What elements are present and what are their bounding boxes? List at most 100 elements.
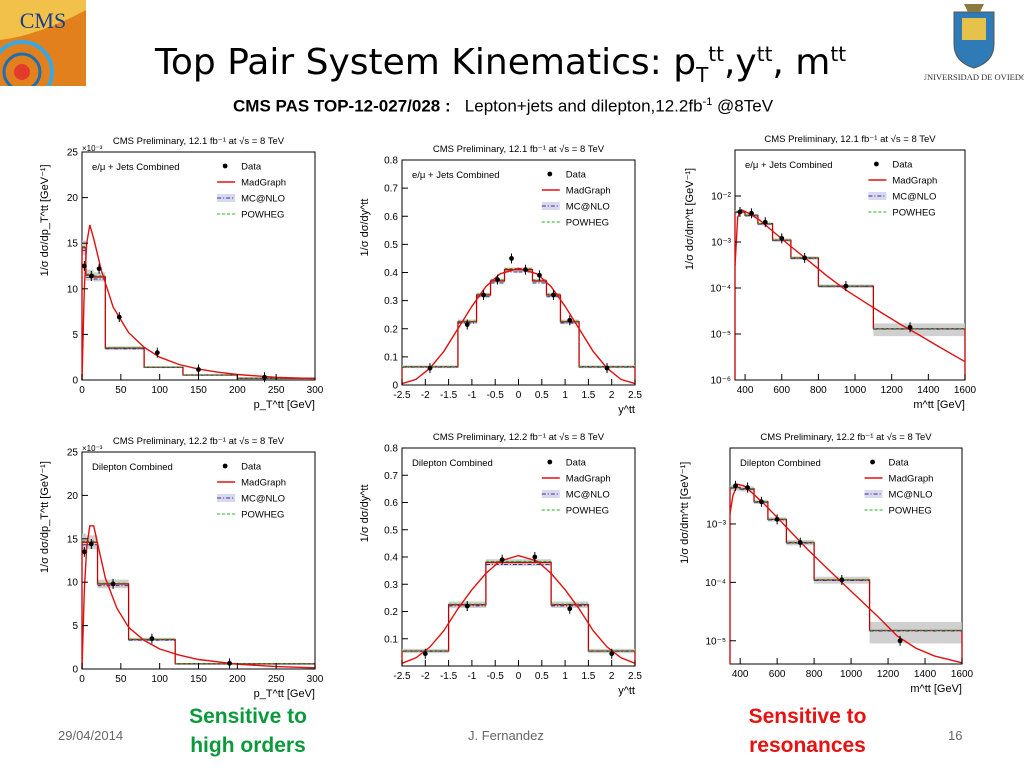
data-point [907, 324, 913, 330]
y-tick-label: 25 [67, 448, 79, 459]
chart-header: CMS Preliminary, 12.1 fb⁻¹ at √s = 8 TeV [113, 136, 285, 147]
legend-label-data: Data [241, 162, 262, 173]
y-tick-label: 20 [67, 491, 79, 502]
x-tick-label: 200 [229, 674, 246, 685]
data-point [422, 651, 428, 657]
legend-label-powheg: POWHEG [241, 210, 284, 221]
legend-label-powheg: POWHEG [566, 506, 609, 517]
chart-mtt-dilep: CMS Preliminary, 12.2 fb⁻¹ at √s = 8 TeV… [675, 432, 980, 700]
x-tick-label: 400 [732, 669, 749, 680]
legend-label-data: Data [892, 160, 913, 171]
y-tick-label: 25 [67, 148, 79, 159]
x-tick-label: -2.5 [393, 390, 411, 401]
data-point [604, 365, 610, 371]
legend-label-data: Data [889, 458, 910, 469]
x-tick-label: 1 [562, 390, 568, 401]
x-tick-label: 0 [516, 671, 522, 682]
x-tick-label: 400 [737, 385, 754, 396]
data-point [427, 365, 433, 371]
y-tick-label: 10⁻⁵ [705, 636, 726, 647]
x-tick-label: 1400 [914, 669, 937, 680]
plot-frame [81, 151, 316, 381]
data-point [149, 636, 155, 642]
x-tick-label: 1000 [844, 385, 867, 396]
data-point [495, 277, 500, 282]
data-point [96, 266, 102, 272]
data-point [733, 483, 738, 489]
chart-header: CMS Preliminary, 12.2 fb⁻¹ at √s = 8 TeV [433, 432, 605, 443]
y-tick-label: 10 [67, 284, 79, 295]
x-tick-label: 1 [562, 671, 568, 682]
cms-logo-text: CMS [20, 8, 66, 33]
y-axis-label: 1/σ dσ/dp_T^tt [GeV⁻¹] [39, 461, 51, 573]
plot-frame [734, 149, 966, 381]
data-point [464, 322, 470, 327]
page-subtitle: CMS PAS TOP-12-027/028 : Lepton+jets and… [233, 96, 774, 116]
note-high-orders: Sensitive to high orders [189, 705, 307, 757]
x-tick-label: 300 [307, 674, 324, 685]
data-point [509, 256, 514, 261]
x-axis-label: m^tt [GeV] [910, 683, 962, 695]
x-tick-label: 2.5 [628, 671, 642, 682]
legend-label-data: Data [566, 170, 587, 181]
x-tick-label: 0 [79, 674, 85, 685]
legend-label-data: Data [566, 458, 587, 469]
legend-band-mcatnlo [541, 490, 560, 498]
y-tick-label: 0.8 [384, 444, 398, 455]
data-point [745, 485, 750, 490]
data-point [537, 272, 542, 278]
x-axis-label: y^tt [618, 404, 635, 416]
data-point [897, 638, 903, 644]
data-point [779, 235, 785, 241]
x-tick-label: 1400 [917, 385, 940, 396]
data-point [523, 267, 528, 273]
x-tick-label: 0.5 [535, 671, 549, 682]
data-point [481, 292, 486, 298]
legend-label-powheg: POWHEG [241, 510, 284, 521]
y-axis-label: 1/σ dσ/dm^tt [GeV⁻¹] [684, 168, 696, 270]
x-tick-label: -0.5 [487, 390, 505, 401]
y-tick-label: 15 [67, 239, 79, 250]
y-axis-label: 1/σ dσ/dm^tt [GeV⁻¹] [679, 462, 691, 564]
x-tick-label: 1.5 [581, 671, 595, 682]
chart-header: CMS Preliminary, 12.2 fb⁻¹ at √s = 8 TeV [760, 432, 932, 443]
x-tick-label: 1.5 [581, 390, 595, 401]
data-point [499, 557, 505, 563]
x-tick-label: 250 [268, 674, 285, 685]
data-point [116, 314, 122, 320]
y-tick-label: 10⁻⁶ [710, 376, 731, 387]
x-tick-label: -1.5 [440, 390, 458, 401]
y-tick-label: 0.6 [384, 212, 398, 223]
x-tick-label: -2 [421, 671, 430, 682]
legend-marker-data [222, 463, 228, 469]
chart-mtt-ljets: CMS Preliminary, 12.1 fb⁻¹ at √s = 8 TeV… [675, 128, 980, 418]
x-tick-label: 1200 [877, 669, 900, 680]
y-axis-label: 1/σ dσ/dp_T^tt [GeV⁻¹] [39, 164, 51, 276]
legend-label-powheg: POWHEG [892, 208, 935, 219]
x-tick-label: -1 [467, 671, 476, 682]
data-point [567, 317, 573, 323]
x-axis-label: p_T^tt [GeV] [254, 688, 315, 700]
y-tick-label: 10⁻⁴ [705, 578, 726, 589]
y-tick-label: 0 [392, 381, 398, 392]
data-point [532, 554, 538, 560]
legend-label-mcatnlo: MC@NLO [889, 490, 933, 501]
x-axis-label: p_T^tt [GeV] [254, 399, 315, 411]
x-tick-label: -1 [467, 390, 476, 401]
y-tick-label: 10 [67, 578, 79, 589]
y-exponent: ×10⁻³ [82, 444, 103, 453]
data-point [110, 581, 116, 587]
university-logo: UNIVERSIDAD DE OVIEDO [921, 4, 1024, 84]
data-point [81, 549, 87, 555]
x-tick-label: 100 [151, 385, 168, 396]
legend-label-mcatnlo: MC@NLO [241, 494, 285, 505]
legend-label-mcatnlo: MC@NLO [892, 192, 936, 203]
y-tick-label: 0 [72, 376, 78, 387]
data-point [839, 577, 845, 583]
x-tick-label: -2.5 [393, 671, 411, 682]
y-tick-label: 10⁻⁵ [710, 330, 731, 341]
legend-label-powheg: POWHEG [566, 218, 609, 229]
footer-date: 29/04/2014 [58, 728, 124, 743]
histogram-powheg [82, 245, 315, 379]
y-tick-label: 0.3 [384, 296, 398, 307]
